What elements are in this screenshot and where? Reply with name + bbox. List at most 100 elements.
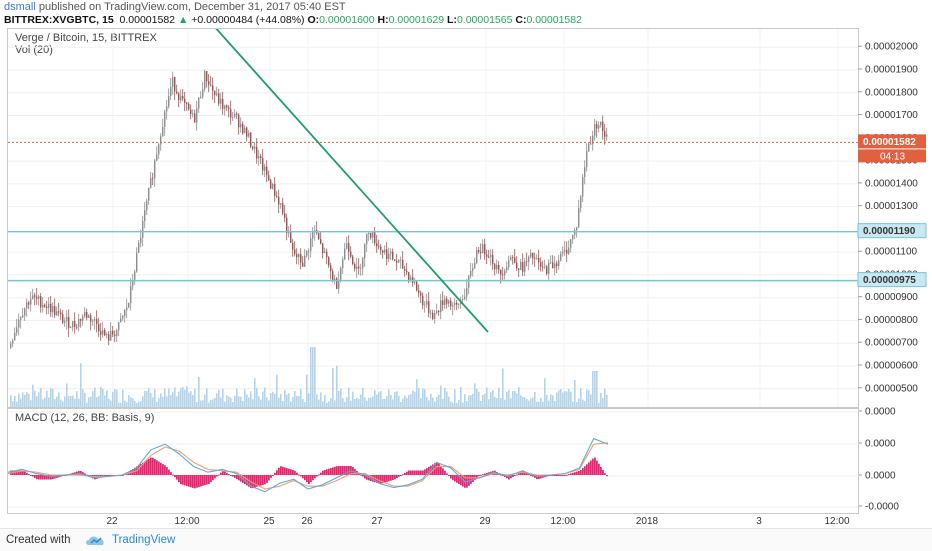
candle-body [430,312,432,314]
candle-body [122,316,124,319]
tradingview-brand-link[interactable]: TradingView [112,534,176,546]
candle-body [454,302,456,305]
volume-bar [200,400,202,407]
volume-bar [268,400,270,407]
y-tick-label: 0.00001300 [865,201,918,212]
macd-histogram-bar [588,462,590,475]
macd-histogram-bar [578,470,580,475]
candle-body [586,151,588,168]
volume-bar [282,401,284,407]
volume-bar [162,396,164,407]
volume-bar [358,398,360,407]
candle-body [116,330,118,337]
macd-histogram-bar [458,475,460,484]
macd-histogram-bar [238,475,240,481]
candle-body [464,296,466,300]
macd-histogram-bar [424,469,426,475]
volume-bar [348,387,350,407]
candle-body [174,76,176,92]
candle-body [494,264,496,270]
macd-histogram-bar [382,475,384,484]
candle-body [252,146,254,149]
macd-histogram-bar [138,465,140,475]
macd-histogram-bar [570,473,572,475]
macd-histogram-bar [48,475,50,480]
macd-panel[interactable]: MACD (12, 26, BB: Basis, 9) [7,408,859,514]
candle-body [198,97,200,109]
candle-body [306,251,308,256]
candle-body [560,253,562,261]
volume-bar [64,396,66,407]
candle-body [22,315,24,318]
macd-histogram-bar [86,474,88,476]
candle-body [420,292,422,296]
candle-body [184,98,186,103]
volume-bar [36,396,38,407]
y-tick-label: 0.00001900 [865,64,918,75]
x-tick-label: 12:00 [824,516,849,527]
macd-histogram-bar [84,473,86,475]
macd-histogram-bar [294,470,296,475]
macd-histogram-bar [222,470,224,475]
candle-body [10,343,12,348]
volume-bar [142,396,144,407]
volume-bar [604,388,606,407]
author-link[interactable]: dsmall [4,1,36,13]
candle-body [386,249,388,259]
candle-body [324,251,326,254]
candle-body [120,318,122,323]
volume-bar [354,399,356,407]
macd-histogram-bar [526,472,528,475]
volume-bar [182,387,184,407]
volume-bar [12,401,14,407]
candle-body [232,116,234,118]
volume-bar [320,392,322,407]
candle-body [244,127,246,134]
candle-body [332,271,334,281]
support-line-tag [857,272,927,288]
volume-bar [448,396,450,407]
candle-body [484,244,486,255]
volume-bar [366,400,368,407]
macd-histogram-bar [160,462,162,475]
volume-bar [570,391,572,407]
volume-bar [394,391,396,407]
macd-histogram-bar [218,474,220,476]
x-tick-label: 2018 [636,516,659,527]
candle-body [140,237,142,244]
y-tick-label: 0.00001400 [865,178,918,189]
candle-body [502,274,504,276]
macd-histogram-bar [26,472,28,475]
candle-body [338,280,340,289]
macd-histogram-bar [580,469,582,475]
candle-body [158,144,160,155]
macd-histogram-bar [110,475,112,476]
macd-histogram-bar [190,475,192,488]
volume-bar [312,347,314,407]
macd-histogram-bar [232,475,234,477]
candle-body [236,113,238,115]
macd-histogram-bar [386,475,388,482]
macd-histogram-bar [20,470,22,475]
volume-bar [332,367,334,407]
volume-bar [532,397,534,407]
candle-body [114,334,116,337]
candle-body [596,124,598,129]
volume-bar [542,401,544,407]
price-chart-panel[interactable]: Verge / Bitcoin, 15, BITTREX Vol (20) [7,28,859,408]
macd-histogram-bar [416,470,418,475]
candle-body [416,281,418,291]
macd-histogram-bar [600,466,602,475]
candle-body [44,304,46,307]
volume-bar [506,391,508,407]
volume-bar [478,391,480,407]
volume-bar [494,396,496,407]
candle-body [572,234,574,240]
candle-body [256,146,258,159]
macd-histogram-bar [288,468,290,475]
volume-bar [412,390,414,407]
volume-bar [454,389,456,407]
candle-body [510,257,512,261]
macd-histogram-bar [290,469,292,475]
volume-bar [554,401,556,407]
